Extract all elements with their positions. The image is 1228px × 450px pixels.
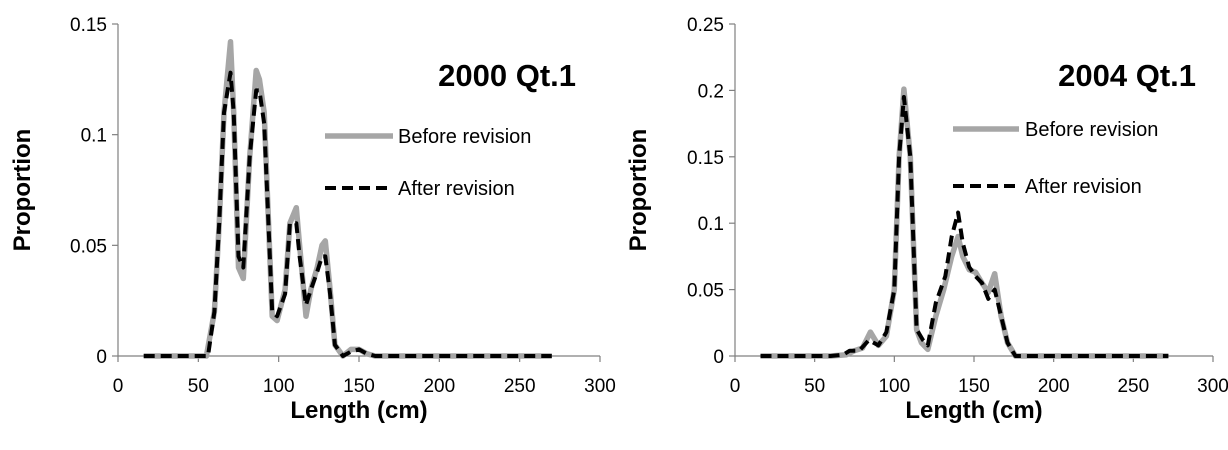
chart-2000-qt1: 0 0.05 0.1 0.15 0 50 100 150 200 250 300 2000 Qt.1 B… bbox=[9, 15, 616, 424]
x-tick-label: 150 bbox=[343, 376, 375, 397]
x-tick-label: 50 bbox=[188, 376, 209, 397]
x-tick-label: 100 bbox=[878, 376, 910, 397]
chart-title: 2004 Qt.1 bbox=[1058, 58, 1196, 93]
before-revision-series-line bbox=[760, 86, 1169, 359]
x-axis-title: Length (cm) bbox=[290, 397, 427, 424]
y-tick-label: 0 bbox=[713, 347, 724, 368]
after-revision-series-line bbox=[143, 70, 552, 358]
y-tick-label: 0.1 bbox=[81, 126, 107, 147]
chart-title: 2000 Qt.1 bbox=[438, 58, 576, 93]
y-tick-label: 0.15 bbox=[70, 15, 107, 36]
x-tick-label: 300 bbox=[1197, 376, 1228, 397]
y-tick-label: 0.25 bbox=[687, 15, 724, 36]
legend-after-label: After revision bbox=[1025, 176, 1142, 198]
x-tick-label: 250 bbox=[1117, 376, 1149, 397]
y-tick-label: 0.2 bbox=[698, 81, 724, 102]
x-tick-label: 50 bbox=[804, 376, 825, 397]
y-axis-title: Proportion bbox=[9, 129, 36, 252]
x-tick-label: 250 bbox=[504, 376, 536, 397]
y-tick-label: 0.05 bbox=[687, 281, 724, 302]
x-tick-label: 0 bbox=[113, 376, 124, 397]
legend-before-label: Before revision bbox=[398, 126, 531, 148]
x-axis-title: Length (cm) bbox=[905, 397, 1042, 424]
x-tick-label: 150 bbox=[958, 376, 990, 397]
x-tick-label: 100 bbox=[263, 376, 295, 397]
x-tick-label: 0 bbox=[730, 376, 741, 397]
chart-2004-qt1: 0 0.05 0.1 0.15 0.2 0.25 0 50 100 150 200 250 300 200… bbox=[625, 15, 1228, 424]
x-tick-label: 200 bbox=[423, 376, 455, 397]
y-tick-label: 0.15 bbox=[687, 148, 724, 169]
x-tick-label: 200 bbox=[1038, 376, 1070, 397]
y-tick-label: 0 bbox=[96, 347, 107, 368]
legend-before-label: Before revision bbox=[1025, 119, 1158, 141]
after-revision-series-line bbox=[760, 95, 1169, 358]
y-tick-label: 0.05 bbox=[70, 236, 107, 257]
y-axis-title: Proportion bbox=[625, 129, 652, 252]
x-tick-label: 300 bbox=[584, 376, 616, 397]
legend-after-label: After revision bbox=[398, 178, 515, 200]
y-tick-label: 0.1 bbox=[698, 214, 724, 235]
